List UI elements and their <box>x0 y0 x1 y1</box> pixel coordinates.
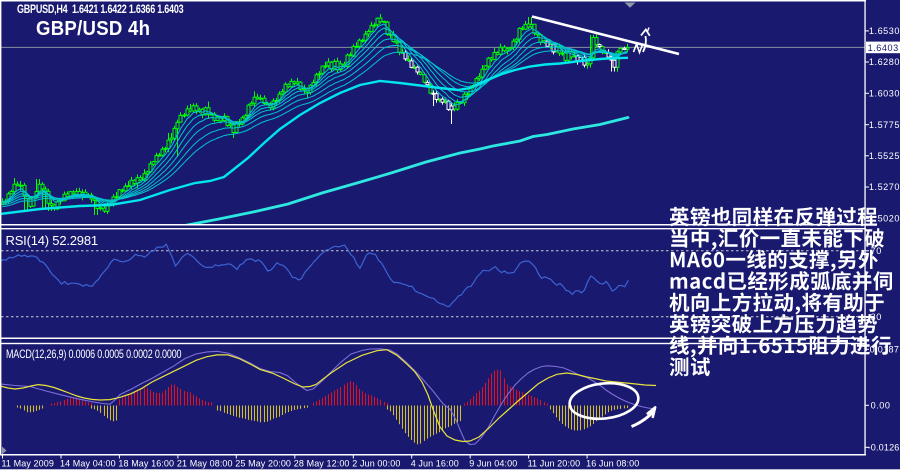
svg-text:11 May 2009: 11 May 2009 <box>2 458 54 468</box>
svg-text:GBP/USD 4h: GBP/USD 4h <box>36 18 150 40</box>
svg-text:28 May 12:00: 28 May 12:00 <box>294 458 350 468</box>
svg-text:1.6403: 1.6403 <box>868 43 899 53</box>
svg-text:2 Jun 00:00: 2 Jun 00:00 <box>352 458 400 468</box>
svg-text:MACD(12,26,9) 0.0006 0.0005 0.: MACD(12,26,9) 0.0006 0.0005 0.0002 0.000… <box>6 349 182 361</box>
svg-text:16 Jun 08:00: 16 Jun 08:00 <box>586 458 639 468</box>
svg-text:0.0187: 0.0187 <box>870 345 900 355</box>
svg-text:RSI(14) 52.2981: RSI(14) 52.2981 <box>6 233 98 248</box>
svg-text:30: 30 <box>871 312 882 322</box>
svg-text:18 May 16:00: 18 May 16:00 <box>118 458 174 468</box>
svg-text:1.5525: 1.5525 <box>869 151 900 161</box>
svg-text:1.6530: 1.6530 <box>869 26 900 36</box>
svg-text:1.5775: 1.5775 <box>869 120 900 130</box>
svg-text:11 Jun 20:00: 11 Jun 20:00 <box>528 458 581 468</box>
svg-text:1.6030: 1.6030 <box>869 89 900 99</box>
svg-text:1.5270: 1.5270 <box>869 182 900 192</box>
svg-text:1.5020: 1.5020 <box>869 214 900 224</box>
svg-text:0.00: 0.00 <box>871 401 891 411</box>
svg-text:70: 70 <box>871 246 882 256</box>
svg-text:21 May 08:00: 21 May 08:00 <box>177 458 233 468</box>
svg-text:9 Jun 04:00: 9 Jun 04:00 <box>469 458 517 468</box>
svg-text:25 May 20:00: 25 May 20:00 <box>235 458 291 468</box>
svg-text:1.6280: 1.6280 <box>869 57 900 67</box>
svg-text:GBPUSD,H4 1.6421 1.6422 1.636: GBPUSD,H4 1.6421 1.6422 1.6366 1.6403 <box>17 3 184 17</box>
svg-text:14 May 04:00: 14 May 04:00 <box>60 458 116 468</box>
svg-text:-0.0126: -0.0126 <box>868 443 900 453</box>
svg-text:4 Jun 16:00: 4 Jun 16:00 <box>411 458 459 468</box>
